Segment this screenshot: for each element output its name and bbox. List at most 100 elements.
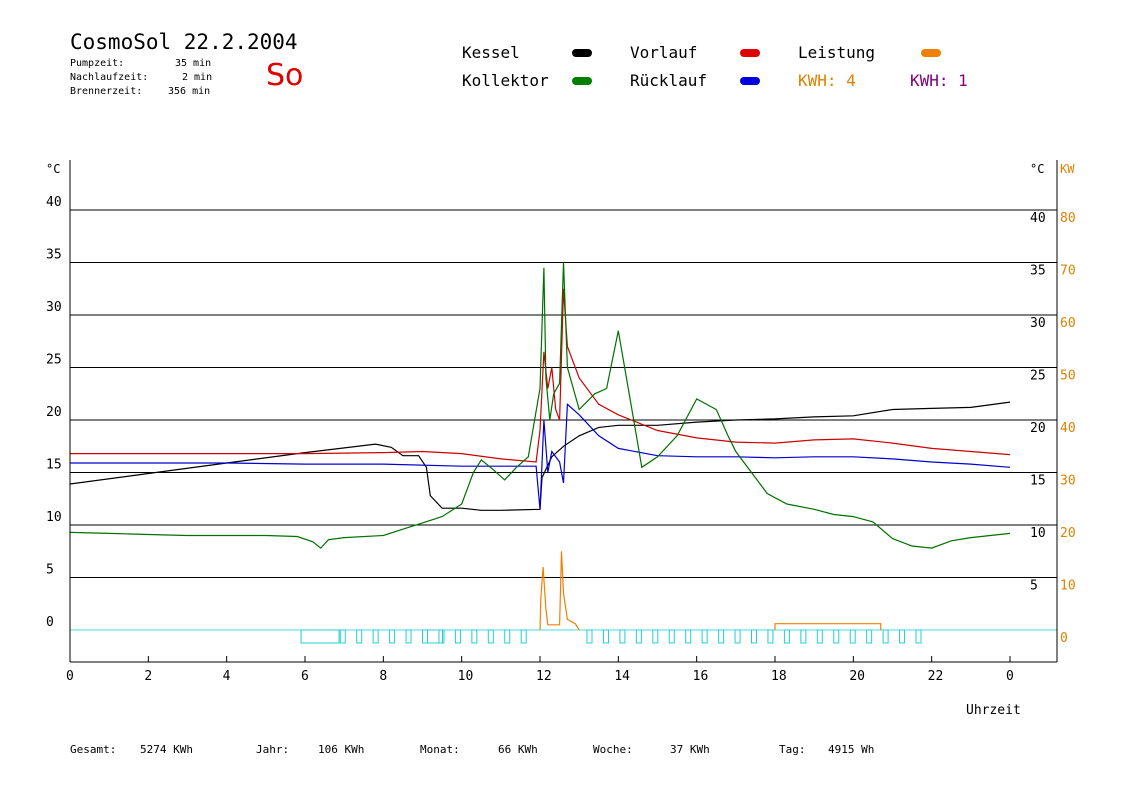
legend-ruecklauf-label: Rücklauf	[630, 71, 708, 90]
monat-label: Monat:	[420, 743, 460, 756]
pump-pulse	[668, 629, 675, 644]
y-left-tick-label: 40	[46, 195, 62, 210]
legend-kollektor-label: Kollektor	[462, 71, 549, 90]
series-line-leistung	[539, 551, 580, 631]
y-right-temp-tick-label: 35	[1030, 264, 1046, 279]
legend-leistung-label: Leistung	[798, 43, 876, 62]
pump-pulse	[339, 629, 346, 644]
pump-pulse	[487, 629, 494, 644]
y-right-temp-tick-label: 20	[1030, 421, 1046, 436]
y-right-power-tick-label: 50	[1060, 369, 1076, 384]
pump-pulse	[767, 629, 774, 644]
y-left-tick-label: 25	[46, 353, 62, 368]
tag-label: Tag:	[779, 743, 806, 756]
y-left-tick-label: 0	[46, 615, 54, 630]
legend-kessel-label: Kessel	[462, 43, 520, 62]
jahr-label: Jahr:	[256, 743, 290, 756]
jahr-value: 106 KWh	[318, 743, 365, 756]
y-right-power-tick-label: 20	[1060, 526, 1076, 541]
woche-label: Woche:	[593, 743, 633, 756]
pump-pulse	[685, 629, 692, 644]
y-right-temp-tick-label: 25	[1030, 369, 1046, 384]
x-tick-label: 0	[1006, 669, 1014, 684]
pump-pulse	[520, 629, 527, 644]
pump-pulse	[915, 629, 922, 644]
y-right-power-tick-label: 70	[1060, 264, 1076, 279]
legend-leistung-swatch	[921, 49, 941, 57]
nachlaufzeit-value: 2 min	[182, 72, 213, 83]
y-right-power-unit: KW	[1060, 162, 1075, 176]
legend-ruecklauf-swatch	[740, 77, 760, 85]
x-tick-label: 6	[301, 669, 309, 684]
pump-pulse	[899, 629, 906, 644]
pumpzeit-label: Pumpzeit:	[70, 58, 125, 69]
y-right-power-tick-label: 10	[1060, 579, 1076, 594]
pump-pulse	[471, 629, 478, 644]
pump-pulse	[372, 629, 379, 644]
kwh-orange-value: KWH: 4	[798, 71, 856, 90]
series-line-kollektor	[69, 262, 1011, 549]
x-tick-label: 20	[849, 669, 865, 684]
y-right-temp-unit: °C	[1030, 162, 1044, 176]
series-line-kessel	[69, 401, 1011, 511]
series-line-vorlauf	[70, 288, 1011, 463]
brennerzeit-label: Brennerzeit:	[70, 86, 143, 97]
pump-pulse	[602, 629, 609, 644]
gesamt-value: 5274 KWh	[140, 743, 193, 756]
pump-pulse	[405, 629, 412, 644]
pump-pulse	[422, 629, 428, 644]
pump-pulse	[586, 629, 593, 644]
x-tick-label: 4	[223, 669, 231, 684]
y-right-temp-tick-label: 40	[1030, 211, 1046, 226]
y-right-power-tick-label: 60	[1060, 316, 1076, 331]
x-axis-label: Uhrzeit	[966, 703, 1021, 718]
tag-value: 4915 Wh	[828, 743, 875, 756]
y-right-temp-tick-label: 10	[1030, 526, 1046, 541]
y-left-tick-label: 15	[46, 458, 62, 473]
x-tick-label: 12	[536, 669, 552, 684]
pump-pulse	[866, 629, 873, 644]
x-tick-label: 22	[928, 669, 944, 684]
y-right-temp-tick-label: 30	[1030, 316, 1046, 331]
pump-pulse	[751, 629, 757, 644]
pumpzeit-value: 35 min	[175, 58, 212, 69]
legend-kollektor-swatch	[572, 77, 592, 85]
pump-pulse	[635, 629, 642, 644]
y-right-power-tick-label: 80	[1060, 211, 1076, 226]
x-tick-label: 0	[66, 669, 74, 684]
pump-pulse	[356, 629, 363, 644]
y-right-power-tick-label: 40	[1060, 421, 1076, 436]
pump-pulse	[389, 629, 396, 644]
pump-pulse	[422, 629, 443, 644]
woche-value: 37 KWh	[670, 743, 710, 756]
legend-kessel-swatch	[572, 49, 592, 57]
pump-pulse	[619, 629, 626, 644]
x-tick-label: 8	[379, 669, 387, 684]
pump-pulse	[454, 629, 461, 644]
y-left-tick-label: 30	[46, 300, 62, 315]
page-title: CosmoSol 22.2.2004	[70, 30, 298, 54]
pump-pulse	[734, 629, 741, 644]
pump-pulse	[718, 629, 725, 644]
pump-pulse	[882, 629, 889, 644]
brennerzeit-value: 356 min	[168, 86, 211, 97]
y-right-power-tick-label: 0	[1060, 631, 1068, 646]
kwh-purple-value: KWH: 1	[910, 71, 968, 90]
x-tick-label: 10	[458, 669, 474, 684]
burner-block	[774, 623, 882, 630]
pump-pulse	[438, 629, 445, 644]
x-tick-label: 14	[614, 669, 630, 684]
pump-pulse	[783, 629, 790, 644]
x-tick-label: 2	[144, 669, 152, 684]
y-right-temp-tick-label: 5	[1030, 579, 1038, 594]
y-right-power-tick-label: 30	[1060, 474, 1076, 489]
y-left-tick-label: 10	[46, 510, 62, 525]
pump-pulse	[652, 629, 659, 644]
pump-pulse	[816, 629, 823, 644]
legend-vorlauf-swatch	[740, 49, 760, 57]
pump-pulse	[833, 629, 840, 644]
gesamt-label: Gesamt:	[70, 743, 117, 756]
nachlaufzeit-label: Nachlaufzeit:	[70, 72, 149, 83]
y-right-temp-tick-label: 15	[1030, 474, 1046, 489]
